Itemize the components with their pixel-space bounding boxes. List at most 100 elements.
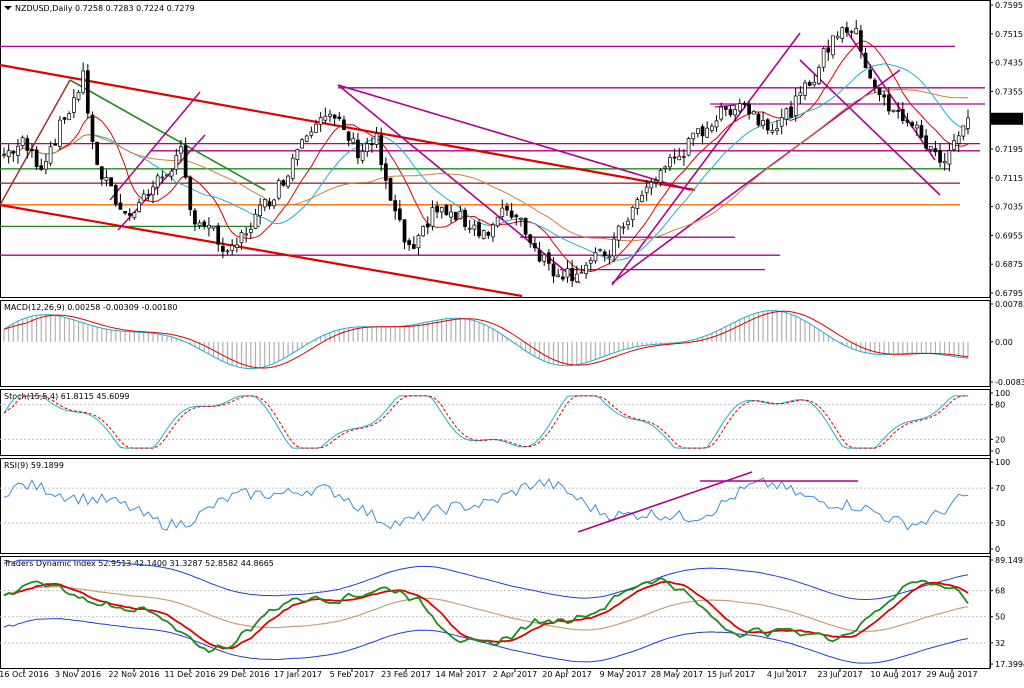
candle-body [877,87,882,95]
candle-body [458,210,463,220]
candle-body [421,226,425,237]
panel-frame-1 [0,300,991,387]
candle-body [626,220,630,226]
candle-body [193,210,197,225]
candle-body [938,150,942,163]
candle-body [905,119,910,123]
candle-body [165,174,169,177]
indicator-tick-label: 17.39948 [995,660,1024,669]
candle-body [346,131,351,141]
candle-body [723,106,728,110]
candle-body [737,103,742,112]
candle-body [914,124,919,129]
time-tick-label: 17 Jan 2017 [274,670,322,679]
time-tick-label: 28 May 2017 [651,670,703,679]
candle-body [602,251,607,257]
trend-line [714,104,736,108]
moving-average-mid [3,63,969,261]
candle-body [127,213,132,216]
indicator-title: RSI(9) 59.1899 [4,461,64,470]
candle-body [509,210,514,218]
candle-body [840,27,845,39]
rsi-line [3,477,969,531]
candle-body [435,205,439,213]
candle-body [821,48,826,68]
tdi-rsi-price-line [3,576,969,654]
trend-line [611,32,801,286]
candle-body [295,149,300,160]
candle-body [416,235,421,249]
time-tick-label: 22 Nov 2016 [108,670,159,679]
price-tick-label: 0.7355 [995,87,1023,96]
indicator-title: Traders Dynamic Index 52.9513 42.1400 31… [3,559,274,568]
candle-body [900,109,905,121]
candle-body [560,276,565,280]
candle-body [286,175,290,187]
candle-body [491,224,495,238]
trend-line [69,79,266,191]
indicator-title: Stoch(15,5,4) 61.8115 45.6099 [4,392,130,401]
time-tick-label: 5 Feb 2017 [330,670,375,679]
candle-body [751,110,756,115]
candle-body [481,230,486,239]
candle-body [72,97,76,113]
time-tick-label: 10 Aug 2017 [870,670,921,679]
candle-body [90,114,95,142]
candle-body [304,135,309,142]
tdi-market-base-line [3,586,969,633]
time-tick-label: 15 Jun 2017 [707,670,755,679]
candle-body [682,156,686,158]
candle-body [25,138,30,151]
time-tick-label: 23 Jul 2017 [817,670,862,679]
trend-line [0,63,696,192]
candle-body [141,193,146,201]
candle-body [500,207,505,217]
candle-body [635,199,640,209]
candle-body [710,125,714,131]
candle-body [211,225,216,229]
price-tick-label: 0.7195 [995,145,1023,154]
candle-body [775,128,779,132]
candle-body [309,131,314,136]
time-tick-label: 16 Oct 2016 [0,670,49,679]
candle-body [868,69,873,79]
candle-body [579,271,584,274]
candle-body [812,81,817,86]
candle-body [467,227,472,230]
candle-body [300,139,304,149]
indicator-tick-label: 70 [995,484,1005,493]
candle-body [649,181,654,189]
candle-body [360,150,365,161]
candle-body [67,113,72,121]
trend-line [799,59,941,196]
stoch-signal-line [3,395,968,449]
candle-body [761,120,765,126]
candle-body [886,94,891,112]
candle-body [845,27,849,33]
candle-body [551,263,556,277]
candle-body [425,223,430,228]
candle-body [444,205,449,216]
current-price-label: 0.7279 [994,115,1022,124]
candle-body [547,252,551,264]
candle-body [262,199,267,208]
price-tick-label: 0.7435 [995,59,1023,68]
candle-body [197,222,202,226]
candle-body [789,106,793,118]
candle-body [928,146,933,151]
candle-body [62,117,67,120]
candle-body [770,129,775,133]
candle-body [11,150,16,154]
candle-body [379,135,384,166]
time-tick-label: 2 Apr 2017 [493,670,537,679]
indicator-tick-label: 0 [995,447,1000,456]
candle-body [952,140,956,150]
candle-body [2,154,6,156]
candle-body [514,214,519,218]
time-tick-label: 4 Jul 2017 [767,670,807,679]
candle-body [58,119,62,147]
candle-body [621,226,626,229]
candle-body [104,177,109,181]
